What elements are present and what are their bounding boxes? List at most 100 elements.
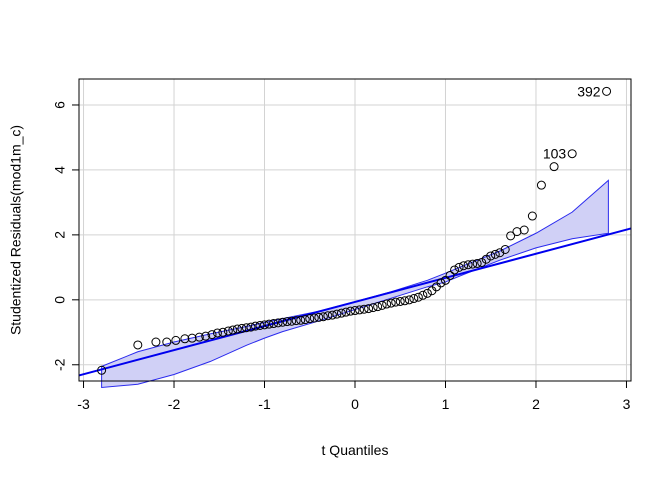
data-point [318, 312, 328, 322]
data-point [472, 258, 482, 268]
data-point [382, 299, 392, 309]
x-tick-label: -1 [258, 396, 271, 412]
data-point [207, 330, 217, 340]
data-point [218, 327, 228, 337]
data-point [519, 225, 529, 235]
y-axis: -2 0 2 4 6 [52, 101, 80, 371]
data-point [445, 270, 455, 280]
data-point [377, 300, 387, 310]
data-point [287, 316, 297, 326]
data-point [454, 262, 464, 272]
data-point [309, 313, 319, 323]
data-point [133, 340, 143, 350]
data-point [250, 321, 260, 331]
data-point [527, 211, 537, 221]
x-axis-title: t Quantiles [322, 442, 389, 458]
data-point [440, 275, 450, 285]
data-point [97, 365, 107, 375]
data-point [364, 304, 374, 314]
x-tick-label: 1 [442, 396, 450, 412]
y-tick-label: 4 [52, 166, 68, 174]
data-point [282, 317, 292, 327]
data-point [327, 310, 337, 320]
data-point [241, 323, 251, 333]
data-point [463, 260, 473, 270]
x-axis: -3 -2 -1 0 1 2 3 [77, 380, 631, 412]
data-point [171, 335, 181, 345]
data-point [151, 337, 161, 347]
x-tick-label: 2 [532, 396, 540, 412]
data-point [223, 326, 233, 336]
data-point [269, 319, 279, 329]
data-point [314, 312, 324, 322]
y-tick-label: 0 [52, 296, 68, 304]
y-tick-label: -2 [52, 358, 68, 371]
data-point [228, 325, 238, 335]
data-point [264, 319, 274, 329]
data-point [386, 298, 396, 308]
y-tick-label: 6 [52, 101, 68, 109]
point-label: 103 [543, 146, 567, 162]
data-point [336, 308, 346, 318]
data-point [359, 304, 369, 314]
data-point [391, 297, 401, 307]
data-point [246, 322, 256, 332]
data-point [201, 331, 211, 341]
y-axis-title: Studentized Residuals(mod1m_c) [8, 125, 24, 335]
x-tick-label: 0 [351, 396, 359, 412]
data-point [345, 306, 355, 316]
data-point [278, 317, 288, 327]
data-point [187, 333, 197, 343]
data-point [212, 328, 222, 338]
data-point [255, 320, 265, 330]
data-point [495, 248, 505, 258]
data-point [180, 334, 190, 344]
data-point [296, 315, 306, 325]
x-tick-label: 3 [623, 396, 631, 412]
data-point [413, 292, 423, 302]
data-point [500, 244, 510, 254]
data-point [237, 323, 247, 333]
data-point [418, 290, 428, 300]
data-point [512, 227, 522, 237]
data-point [300, 315, 310, 325]
data-point [450, 265, 460, 275]
y-tick-label: 2 [52, 231, 68, 239]
data-point [355, 305, 365, 315]
data-points [97, 86, 612, 375]
data-point [602, 86, 612, 96]
data-point [260, 320, 270, 330]
x-tick-label: -2 [168, 396, 181, 412]
data-point [459, 261, 469, 271]
data-point [400, 296, 410, 306]
data-point [468, 259, 478, 269]
point-label: 392 [577, 83, 601, 99]
data-point [373, 302, 383, 312]
data-point [486, 251, 496, 261]
data-point [404, 295, 414, 305]
data-point [436, 278, 446, 288]
data-point [422, 288, 432, 298]
data-point [350, 306, 360, 316]
data-point [536, 180, 546, 190]
data-point [305, 314, 315, 324]
reference-line [78, 227, 632, 377]
data-point [341, 307, 351, 317]
data-point [490, 249, 500, 259]
data-point [549, 162, 559, 172]
data-point [323, 311, 333, 321]
data-point [368, 303, 378, 313]
data-point [409, 294, 419, 304]
data-point [477, 257, 487, 267]
data-point [481, 254, 491, 264]
point-labels: 103 392 [543, 83, 601, 161]
data-point [332, 309, 342, 319]
data-point [162, 337, 172, 347]
data-point [567, 149, 577, 159]
x-tick-label: -3 [77, 396, 90, 412]
data-point [506, 231, 516, 241]
data-point [291, 316, 301, 326]
data-point [232, 324, 242, 334]
data-point [194, 332, 204, 342]
